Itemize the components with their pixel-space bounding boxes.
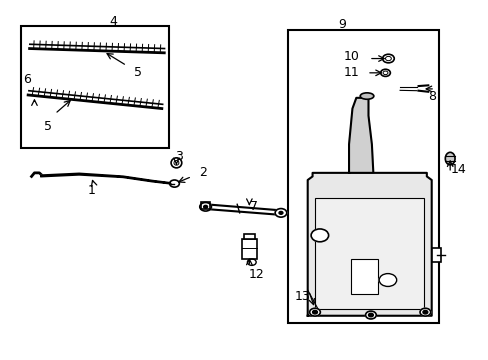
Text: 14: 14 (449, 163, 466, 176)
Text: 5: 5 (133, 66, 141, 79)
Text: 1: 1 (87, 184, 95, 197)
Circle shape (310, 229, 328, 242)
Bar (431, 248, 441, 262)
Ellipse shape (171, 158, 182, 168)
Text: 7: 7 (250, 200, 258, 213)
Text: 10: 10 (343, 50, 359, 63)
Polygon shape (41, 174, 170, 184)
Bar (287, 30, 438, 323)
Circle shape (279, 211, 283, 214)
Circle shape (382, 54, 393, 63)
Circle shape (275, 208, 286, 217)
Polygon shape (307, 173, 431, 316)
Ellipse shape (445, 152, 454, 165)
Text: 3: 3 (175, 150, 183, 163)
Bar (314, 198, 424, 309)
Bar (241, 239, 257, 258)
Text: 11: 11 (343, 66, 359, 79)
Text: 6: 6 (22, 73, 31, 86)
Bar (21, 26, 169, 148)
Text: 5: 5 (43, 120, 51, 133)
Text: 12: 12 (248, 268, 264, 281)
Text: 9: 9 (337, 18, 345, 31)
Circle shape (309, 308, 320, 316)
Polygon shape (348, 98, 372, 173)
Ellipse shape (360, 93, 373, 99)
Circle shape (365, 311, 375, 319)
Circle shape (380, 69, 389, 76)
Ellipse shape (394, 82, 424, 96)
Circle shape (378, 274, 396, 287)
Bar (243, 234, 255, 239)
Circle shape (422, 310, 427, 314)
Text: 2: 2 (199, 166, 207, 179)
Bar (351, 258, 377, 294)
Circle shape (203, 205, 207, 208)
Circle shape (368, 313, 372, 317)
Bar (201, 202, 210, 209)
Text: 4: 4 (109, 14, 117, 27)
Circle shape (419, 308, 430, 316)
Text: 8: 8 (427, 90, 435, 103)
Circle shape (200, 203, 211, 211)
Text: 13: 13 (294, 289, 310, 303)
Circle shape (312, 310, 317, 314)
